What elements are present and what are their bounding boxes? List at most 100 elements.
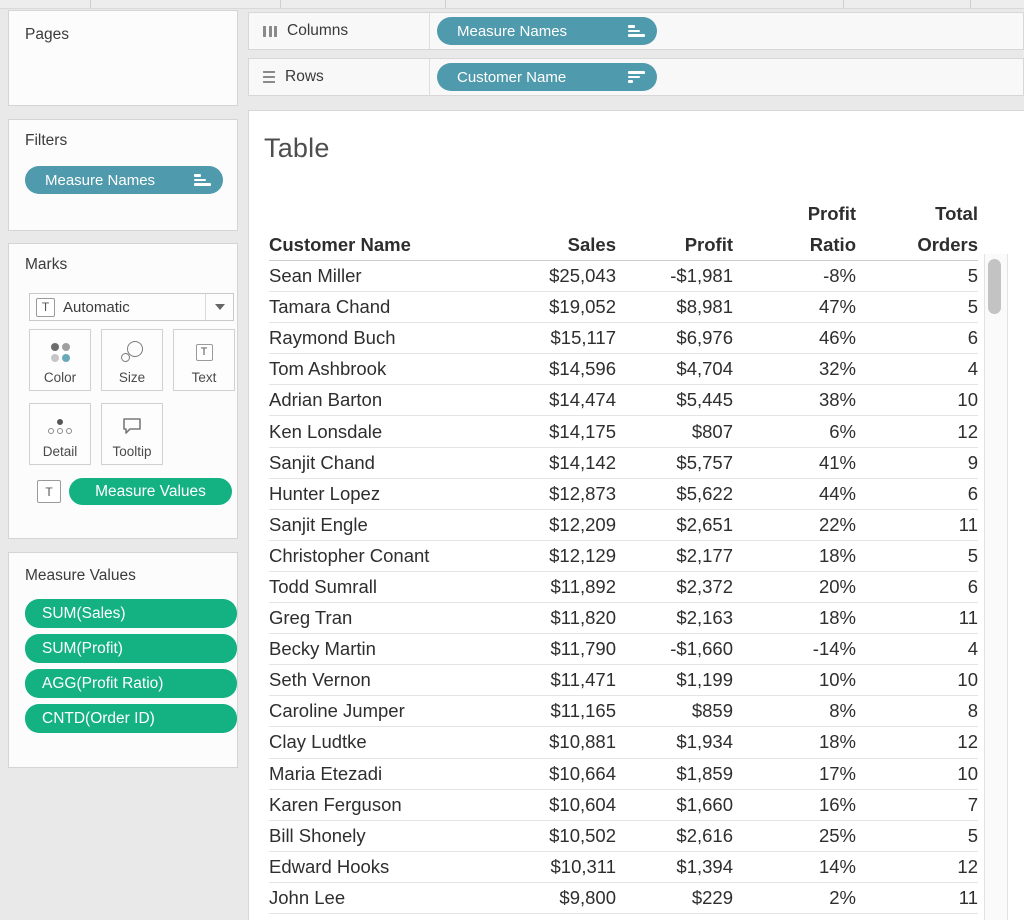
value-cell[interactable]: 8 <box>856 700 978 722</box>
value-cell[interactable]: $2,651 <box>616 514 733 536</box>
customer-name-cell[interactable]: Clay Ludtke <box>269 731 459 753</box>
value-cell[interactable]: 5 <box>856 825 978 847</box>
value-cell[interactable]: $25,043 <box>459 265 616 287</box>
customer-name-cell[interactable]: Hunter Lopez <box>269 483 459 505</box>
measure-value-pill[interactable]: CNTD(Order ID) <box>25 704 237 733</box>
mark-type-dropdown[interactable]: T Automatic <box>29 293 234 321</box>
value-cell[interactable]: $10,311 <box>459 856 616 878</box>
value-cell[interactable]: 20% <box>733 576 856 598</box>
measure-value-pill[interactable]: AGG(Profit Ratio) <box>25 669 237 698</box>
value-cell[interactable]: $9,800 <box>459 887 616 909</box>
columns-shelf[interactable]: Columns Measure Names <box>248 12 1024 50</box>
detail-button[interactable]: Detail <box>29 403 91 465</box>
value-cell[interactable]: 22% <box>733 514 856 536</box>
columns-pill-measure-names[interactable]: Measure Names <box>437 17 657 45</box>
value-cell[interactable]: 12 <box>856 421 978 443</box>
value-cell[interactable]: $8,981 <box>616 296 733 318</box>
value-cell[interactable]: $1,199 <box>616 669 733 691</box>
value-cell[interactable]: 5 <box>856 545 978 567</box>
customer-name-cell[interactable]: Tom Ashbrook <box>269 358 459 380</box>
value-cell[interactable]: $12,209 <box>459 514 616 536</box>
vertical-scrollbar-track[interactable] <box>984 254 1008 920</box>
value-cell[interactable]: 2% <box>733 887 856 909</box>
customer-name-cell[interactable]: Sanjit Chand <box>269 452 459 474</box>
value-cell[interactable]: 5 <box>856 296 978 318</box>
value-cell[interactable]: 7 <box>856 794 978 816</box>
color-button[interactable]: Color <box>29 329 91 391</box>
value-cell[interactable]: $229 <box>616 887 733 909</box>
value-cell[interactable]: 4 <box>856 358 978 380</box>
measure-value-pill[interactable]: SUM(Profit) <box>25 634 237 663</box>
customer-name-cell[interactable]: Raymond Buch <box>269 327 459 349</box>
value-cell[interactable]: $11,790 <box>459 638 616 660</box>
value-cell[interactable]: 8% <box>733 700 856 722</box>
value-cell[interactable]: $10,502 <box>459 825 616 847</box>
customer-name-cell[interactable]: Becky Martin <box>269 638 459 660</box>
value-cell[interactable]: $5,757 <box>616 452 733 474</box>
rows-shelf[interactable]: Rows Customer Name <box>248 58 1024 96</box>
value-cell[interactable]: 10 <box>856 669 978 691</box>
measure-values-text-pill[interactable]: Measure Values <box>69 478 232 505</box>
value-cell[interactable]: 6% <box>733 421 856 443</box>
size-button[interactable]: Size <box>101 329 163 391</box>
value-cell[interactable]: $11,892 <box>459 576 616 598</box>
column-header[interactable]: TotalOrders <box>856 198 978 260</box>
measure-values-panel[interactable]: Measure Values SUM(Sales)SUM(Profit)AGG(… <box>8 552 238 768</box>
customer-name-cell[interactable]: Sean Miller <box>269 265 459 287</box>
value-cell[interactable]: $807 <box>616 421 733 443</box>
value-cell[interactable]: 11 <box>856 887 978 909</box>
customer-name-cell[interactable]: Sanjit Engle <box>269 514 459 536</box>
value-cell[interactable]: 11 <box>856 514 978 536</box>
customer-name-cell[interactable]: John Lee <box>269 887 459 909</box>
value-cell[interactable]: 6 <box>856 327 978 349</box>
column-header[interactable]: Customer Name <box>269 198 459 260</box>
customer-name-cell[interactable]: Karen Ferguson <box>269 794 459 816</box>
value-cell[interactable]: 12 <box>856 856 978 878</box>
value-cell[interactable]: $10,604 <box>459 794 616 816</box>
customer-name-cell[interactable]: Maria Etezadi <box>269 763 459 785</box>
customer-name-cell[interactable]: Bill Shonely <box>269 825 459 847</box>
value-cell[interactable]: 46% <box>733 327 856 349</box>
value-cell[interactable]: 6 <box>856 483 978 505</box>
value-cell[interactable]: 12 <box>856 731 978 753</box>
value-cell[interactable]: $1,394 <box>616 856 733 878</box>
value-cell[interactable]: $5,445 <box>616 389 733 411</box>
value-cell[interactable]: 32% <box>733 358 856 380</box>
measure-value-pill[interactable]: SUM(Sales) <box>25 599 237 628</box>
customer-name-cell[interactable]: Christopher Conant <box>269 545 459 567</box>
pages-panel[interactable]: Pages <box>8 10 238 106</box>
value-cell[interactable]: 41% <box>733 452 856 474</box>
value-cell[interactable]: 38% <box>733 389 856 411</box>
value-cell[interactable]: $11,820 <box>459 607 616 629</box>
value-cell[interactable]: 14% <box>733 856 856 878</box>
customer-name-cell[interactable]: Adrian Barton <box>269 389 459 411</box>
value-cell[interactable]: 44% <box>733 483 856 505</box>
tooltip-button[interactable]: Tooltip <box>101 403 163 465</box>
customer-name-cell[interactable]: Ken Lonsdale <box>269 421 459 443</box>
customer-name-cell[interactable]: Todd Sumrall <box>269 576 459 598</box>
customer-name-cell[interactable]: Caroline Jumper <box>269 700 459 722</box>
value-cell[interactable]: -14% <box>733 638 856 660</box>
value-cell[interactable]: $4,704 <box>616 358 733 380</box>
value-cell[interactable]: $1,660 <box>616 794 733 816</box>
value-cell[interactable]: 10 <box>856 389 978 411</box>
value-cell[interactable]: 17% <box>733 763 856 785</box>
value-cell[interactable]: 4 <box>856 638 978 660</box>
customer-name-cell[interactable]: Edward Hooks <box>269 856 459 878</box>
value-cell[interactable]: 25% <box>733 825 856 847</box>
value-cell[interactable]: $15,117 <box>459 327 616 349</box>
value-cell[interactable]: 18% <box>733 607 856 629</box>
value-cell[interactable]: $1,934 <box>616 731 733 753</box>
value-cell[interactable]: $14,474 <box>459 389 616 411</box>
value-cell[interactable]: -$1,660 <box>616 638 733 660</box>
value-cell[interactable]: $2,163 <box>616 607 733 629</box>
value-cell[interactable]: $859 <box>616 700 733 722</box>
value-cell[interactable]: $12,873 <box>459 483 616 505</box>
value-cell[interactable]: $11,165 <box>459 700 616 722</box>
value-cell[interactable]: $10,881 <box>459 731 616 753</box>
value-cell[interactable]: -8% <box>733 265 856 287</box>
value-cell[interactable]: 47% <box>733 296 856 318</box>
value-cell[interactable]: $5,622 <box>616 483 733 505</box>
value-cell[interactable]: $1,859 <box>616 763 733 785</box>
value-cell[interactable]: -$1,981 <box>616 265 733 287</box>
